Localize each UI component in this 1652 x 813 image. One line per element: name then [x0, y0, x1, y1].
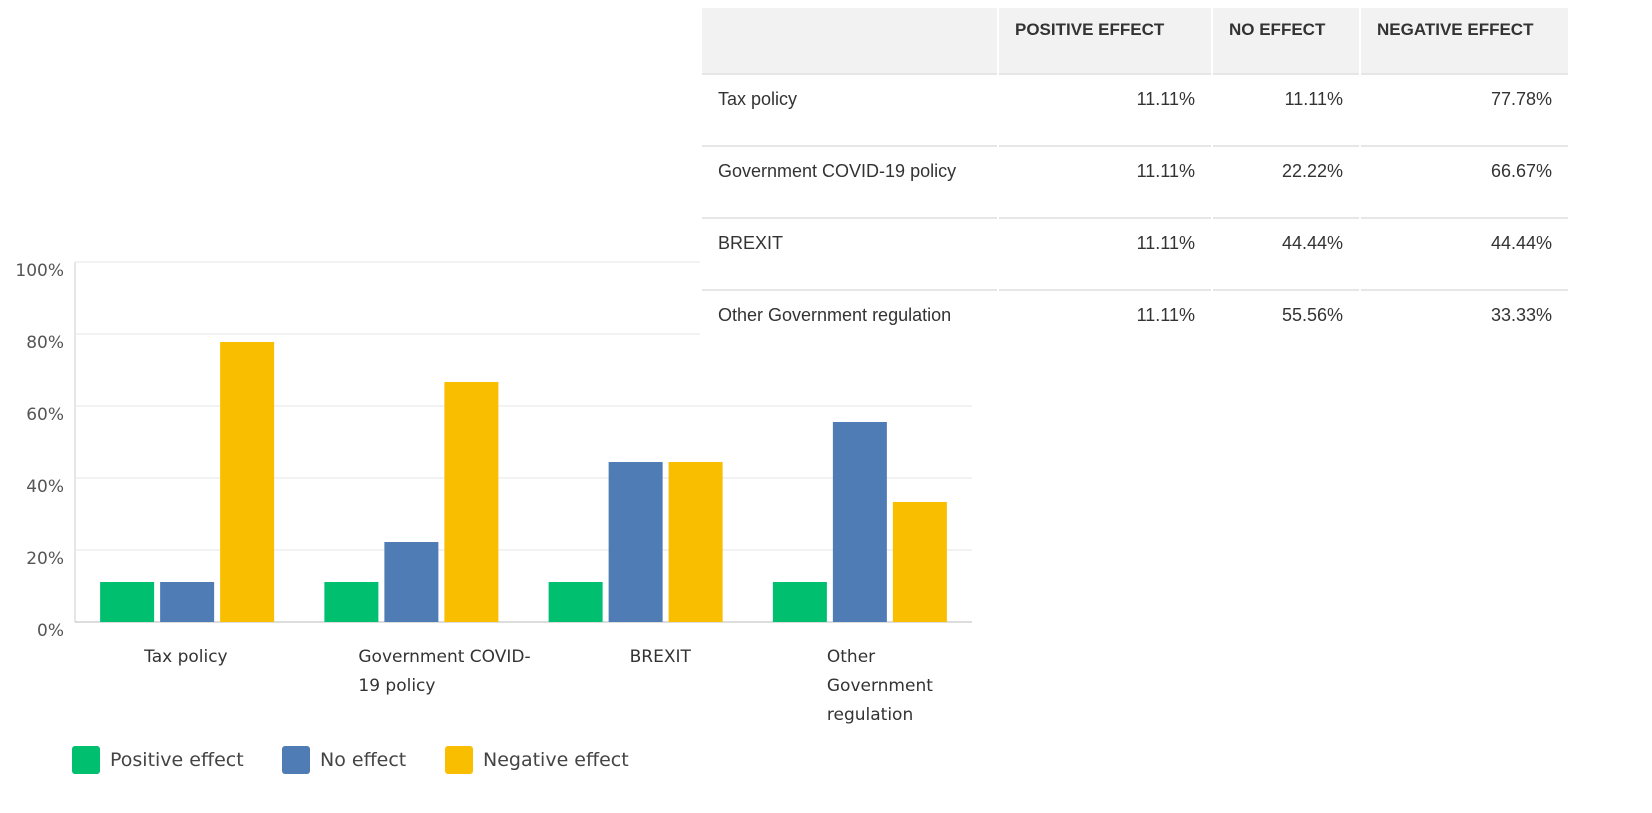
table-row: Other Government regulation 11.11% 55.56% 3… [702, 289, 1568, 361]
legend-item: Negative effect [445, 746, 629, 774]
legend-swatch [72, 746, 100, 774]
legend-label: Positive effect [110, 749, 244, 771]
table-cell: Other Government regulation [702, 289, 997, 361]
y-tick-label: 40% [26, 477, 64, 497]
table-cell: 22.22% [1213, 145, 1359, 217]
header-cell: POSITIVE EFFECT [999, 8, 1211, 73]
bar [668, 462, 723, 622]
table-cell: 33.33% [1361, 289, 1568, 361]
bar [100, 582, 155, 622]
bar [220, 341, 275, 622]
bar [384, 542, 439, 622]
table-cell: 11.11% [999, 289, 1211, 361]
table-cell: 11.11% [999, 217, 1211, 289]
header-cell: NEGATIVE EFFECT [1361, 8, 1568, 73]
bar [160, 582, 215, 622]
legend-swatch [282, 746, 310, 774]
x-tick-label: Other Government regulation [826, 647, 933, 725]
y-tick-label: 60% [26, 405, 64, 425]
table-cell: 77.78% [1361, 73, 1568, 145]
header-cell [702, 8, 997, 73]
table-cell: 44.44% [1213, 217, 1359, 289]
table-row: Government COVID-19 policy 11.11% 22.22% 66… [702, 145, 1568, 217]
bar [444, 381, 499, 622]
table-cell: 55.56% [1213, 289, 1359, 361]
chart: 0% 20% 40% 60% 80% 100% [15, 261, 972, 641]
x-tick-label: Tax policy [144, 647, 228, 667]
x-tick-label: BREXIT [629, 647, 691, 667]
x-tick-label: Government COVID-19 policy [358, 647, 531, 696]
table-cell: 44.44% [1361, 217, 1568, 289]
y-tick-label: 20% [26, 549, 64, 569]
table-cell: Tax policy [702, 73, 997, 145]
bar [772, 582, 827, 622]
table-row: Tax policy 11.11% 11.11% 77.78% [702, 73, 1568, 145]
legend-item: Positive effect [72, 746, 244, 774]
y-tick-label: 100% [15, 261, 64, 281]
bar [892, 502, 947, 622]
bar [608, 462, 663, 622]
legend-item: No effect [282, 746, 406, 774]
header-row: POSITIVE EFFECT NO EFFECT NEGATIVE EFFECT [702, 8, 1568, 73]
table-cell: 11.11% [999, 73, 1211, 145]
y-tick-label: 0% [37, 621, 64, 641]
table-cell: 11.11% [999, 145, 1211, 217]
table-cell: 66.67% [1361, 145, 1568, 217]
bar [548, 582, 603, 622]
table-cell: BREXIT [702, 217, 997, 289]
table-row: BREXIT 11.11% 44.44% 44.44% [702, 217, 1568, 289]
bar [324, 582, 379, 622]
legend-label: Negative effect [483, 749, 629, 771]
legend-swatch [445, 746, 473, 774]
table-cell: 11.11% [1213, 73, 1359, 145]
header-cell: NO EFFECT [1213, 8, 1359, 73]
data-table: POSITIVE EFFECT NO EFFECT NEGATIVE EFFECT T… [700, 8, 1570, 361]
bar [832, 421, 887, 622]
table-cell: Government COVID-19 policy [702, 145, 997, 217]
legend-label: No effect [320, 749, 407, 771]
y-tick-label: 80% [26, 333, 64, 353]
